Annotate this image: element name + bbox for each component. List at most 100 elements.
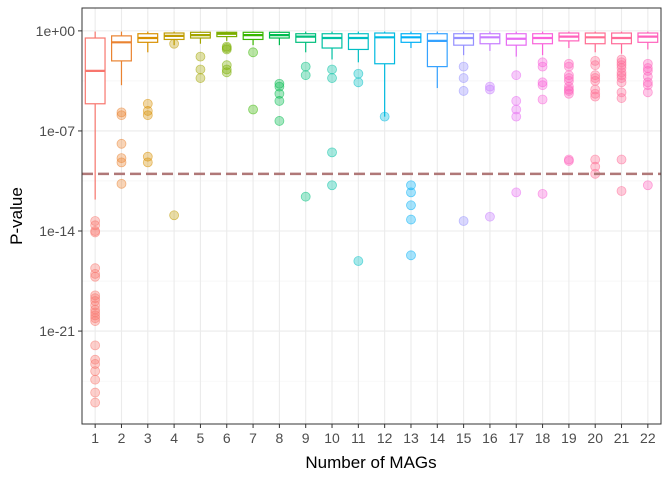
box-8: [268, 31, 290, 46]
outlier-point: [221, 64, 232, 75]
outlier-point: [458, 61, 469, 72]
outlier-point: [300, 61, 311, 72]
outlier-point: [406, 180, 416, 191]
x-tick-label: 9: [302, 430, 310, 446]
box-18: [532, 31, 554, 56]
outlier-point: [90, 263, 101, 274]
outlier-points: [90, 38, 653, 408]
outlier-point: [563, 70, 574, 81]
x-tick-label: 15: [456, 430, 472, 446]
y-tick-label: 1e-21: [39, 323, 75, 339]
outlier-point: [327, 147, 337, 158]
outlier-point: [406, 250, 416, 261]
outlier-point: [642, 77, 653, 88]
gridlines: [82, 8, 661, 424]
x-tick-label: 1: [91, 430, 99, 446]
outlier-point: [616, 67, 627, 78]
outlier-point: [300, 191, 311, 202]
outlier-point: [537, 94, 548, 105]
outlier-point: [90, 340, 101, 351]
box-body: [426, 33, 448, 68]
outlier-point: [458, 216, 469, 226]
outlier-point: [90, 304, 101, 315]
outlier-point: [327, 73, 337, 83]
outlier-point: [458, 86, 469, 96]
box-13: [400, 31, 422, 49]
outlier-point: [616, 93, 627, 103]
x-tick-label: 12: [377, 430, 393, 446]
x-tick-label: 14: [430, 430, 446, 446]
outlier-point: [248, 47, 258, 58]
outlier-point: [90, 397, 101, 408]
outlier-point: [642, 63, 653, 73]
x-tick-label: 19: [561, 430, 577, 446]
outlier-point: [248, 104, 258, 115]
x-tick-label: 11: [351, 430, 366, 446]
outlier-point: [642, 71, 653, 82]
box-22: [637, 31, 659, 50]
x-tick-label: 5: [197, 430, 205, 446]
outlier-point: [169, 38, 180, 49]
outlier-point: [511, 111, 522, 122]
x-tick-label: 10: [324, 430, 340, 446]
outlier-point: [616, 57, 627, 68]
outlier-point: [90, 374, 101, 385]
outlier-point: [511, 70, 522, 81]
box-body: [453, 33, 475, 46]
y-tick-label: 1e-14: [39, 223, 75, 239]
outlier-point: [142, 110, 153, 121]
outlier-point: [616, 70, 627, 81]
x-tick-label: 21: [614, 430, 630, 446]
outlier-point: [485, 211, 495, 222]
outlier-point: [169, 210, 180, 221]
outlier-point: [327, 64, 337, 75]
outlier-point: [274, 78, 285, 89]
outlier-point: [90, 268, 101, 279]
outlier-point: [406, 187, 416, 198]
outlier-point: [590, 60, 601, 71]
outlier-point: [116, 110, 127, 121]
outlier-point: [300, 70, 311, 81]
outlier-point: [537, 80, 548, 91]
outlier-point: [274, 116, 285, 126]
x-tick-label: 20: [587, 430, 603, 446]
outlier-point: [511, 96, 522, 106]
x-tick-label: 22: [640, 430, 656, 446]
outlier-point: [590, 73, 601, 83]
box-body: [479, 33, 501, 45]
outlier-point: [485, 84, 495, 95]
outlier-point: [379, 111, 390, 122]
outlier-point: [563, 156, 574, 166]
box-3: [137, 31, 159, 53]
outlier-point: [90, 227, 101, 238]
outlier-point: [458, 73, 469, 83]
outlier-point: [142, 98, 153, 109]
outlier-point: [406, 200, 416, 211]
box-6: [216, 31, 238, 41]
x-axis: 1 2 3 4 5 6 7 8 9 10 11 12 13 14 15 16 17 18 19 20 21 22: [91, 424, 656, 446]
box-4: [163, 31, 185, 46]
outlier-point: [590, 88, 601, 99]
outlier-point: [590, 91, 601, 102]
outlier-point: [274, 81, 285, 92]
outlier-point: [406, 214, 416, 225]
outlier-point: [221, 44, 232, 55]
box-21: [611, 31, 632, 54]
outlier-point: [563, 86, 574, 96]
box-body: [321, 33, 343, 49]
outlier-point: [90, 366, 101, 377]
y-axis: 1e+00 1e-07 1e-14 1e-21: [36, 23, 82, 339]
box-layer: [84, 31, 659, 200]
outlier-point: [642, 87, 653, 98]
outlier-point: [563, 61, 574, 72]
outlier-point: [90, 290, 101, 301]
outlier-point: [511, 187, 522, 198]
outlier-point: [116, 178, 127, 189]
outlier-point: [537, 188, 548, 199]
outlier-point: [90, 220, 101, 231]
outlier-point: [90, 316, 101, 326]
outlier-point: [537, 61, 548, 72]
outlier-point: [90, 293, 101, 304]
outlier-point: [90, 310, 101, 321]
